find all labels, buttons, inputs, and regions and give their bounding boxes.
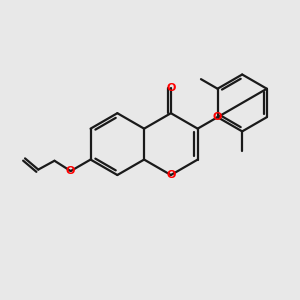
Text: O: O <box>166 83 176 93</box>
Text: O: O <box>213 112 222 122</box>
Text: O: O <box>166 170 176 180</box>
Text: O: O <box>66 166 75 176</box>
